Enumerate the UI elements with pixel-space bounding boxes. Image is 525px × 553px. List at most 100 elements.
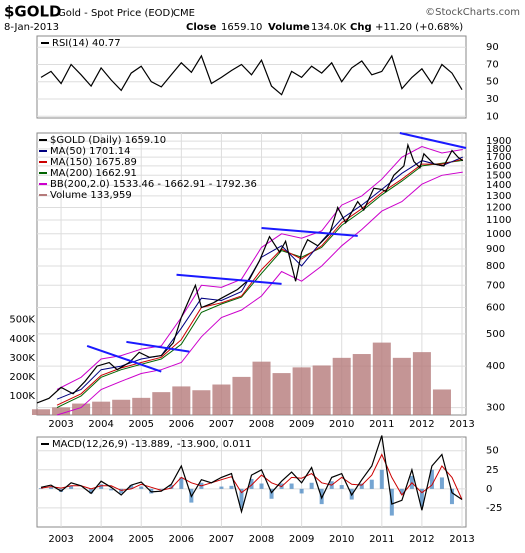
series-line: [56, 159, 463, 409]
volume-bar: [352, 354, 371, 415]
y-tick-label: 900: [486, 244, 505, 255]
change-value: +11.20 (+0.68%): [375, 22, 463, 33]
legend-label: BB(200,2.0) 1533.46 - 1662.91 - 1792.36: [50, 179, 257, 190]
histogram-bar: [399, 488, 404, 495]
y-tick-label: 25: [486, 465, 499, 476]
x-tick-label: 2007: [209, 534, 234, 545]
y-tick-label: 1900: [486, 136, 511, 147]
volume-bar: [152, 392, 171, 415]
histogram-bar: [39, 488, 44, 489]
trend-line: [399, 132, 467, 149]
y-tick-label: 50: [486, 446, 499, 457]
volume-bar: [392, 357, 411, 415]
histogram-bar: [439, 477, 444, 489]
x-tick-label: 2011: [369, 534, 394, 545]
x-tick-label: 2006: [169, 419, 194, 430]
x-tick-label: 2005: [129, 419, 154, 430]
histogram-bar: [429, 469, 434, 489]
x-tick-label: 2008: [249, 534, 274, 545]
series-line: [40, 54, 463, 96]
volume-bar: [72, 403, 91, 415]
x-tick-label: 2003: [48, 419, 73, 430]
histogram-bar: [139, 486, 144, 489]
volume-bar: [192, 390, 211, 415]
volume-bar: [212, 384, 231, 415]
series-line: [56, 158, 463, 406]
x-tick-label: 2009: [289, 419, 314, 430]
x-tick-label: 2008: [249, 419, 274, 430]
volume-bar: [112, 399, 131, 415]
histogram-bar: [269, 488, 274, 499]
y-tick-label: 30: [486, 94, 499, 105]
y-tick-label: 1800: [486, 144, 511, 155]
y-tick-label: 1600: [486, 161, 511, 172]
x-tick-label: 2013: [449, 419, 474, 430]
histogram-bar: [119, 488, 124, 494]
y-tick-label: 1100: [486, 215, 511, 226]
volume-bar: [272, 373, 291, 415]
x-tick-label: 2004: [88, 419, 113, 430]
legend-label: MACD(12,26,9) -13.889,: [52, 439, 173, 450]
x-tick-label: 2004: [88, 534, 113, 545]
credit: ©StockCharts.com: [425, 7, 520, 18]
legend-label: $GOLD (Daily) 1659.10: [50, 135, 166, 146]
histogram-bar: [359, 483, 364, 489]
volume-bar: [52, 407, 71, 415]
legend-label: MA(150) 1675.89: [50, 157, 137, 168]
histogram-bar: [379, 469, 384, 489]
legend-label: MA(50) 1701.14: [50, 146, 131, 157]
histogram-bar: [59, 488, 64, 492]
legend-label: MA(200) 1662.91: [50, 168, 137, 179]
y2-tick-label: 100K: [9, 391, 35, 402]
y-tick-label: 0: [486, 484, 492, 495]
y-tick-label: 1300: [486, 191, 511, 202]
volume-bar: [332, 357, 351, 415]
volume-label: Volume: [268, 22, 310, 33]
histogram-bar: [249, 478, 254, 489]
x-tick-label: 2011: [369, 419, 394, 430]
y-tick-label: 700: [486, 280, 505, 291]
volume-bar: [432, 389, 451, 415]
y-tick-label: 500: [486, 329, 505, 340]
y-tick-label: 1500: [486, 170, 511, 181]
trend-line: [176, 273, 282, 285]
x-tick-label: 2012: [409, 419, 434, 430]
y2-tick-label: 200K: [9, 372, 35, 383]
date: 8-Jan-2013: [4, 22, 59, 33]
histogram-bar: [449, 488, 454, 505]
y-tick-label: 50: [486, 77, 499, 88]
x-tick-label: 2013: [449, 534, 474, 545]
trend-line: [126, 340, 190, 353]
histogram-bar: [419, 488, 424, 507]
y-tick-label: 1400: [486, 180, 511, 191]
y-tick-label: -25: [486, 503, 502, 514]
trend-line: [261, 226, 358, 237]
exchange: CME: [173, 8, 195, 19]
histogram-bar: [49, 487, 54, 489]
volume-value: 134.0K: [311, 22, 347, 33]
histogram-bar: [339, 485, 344, 489]
histogram-bar: [69, 485, 74, 489]
volume-bar: [92, 401, 111, 415]
x-tick-label: 2010: [329, 534, 354, 545]
volume-bar: [31, 409, 51, 415]
legend-label: -13.900,: [177, 439, 219, 450]
trend-line: [86, 344, 162, 373]
y-tick-label: 70: [486, 59, 499, 70]
y-tick-label: 400: [486, 361, 505, 372]
volume-bar: [292, 367, 311, 415]
security-name: Gold - Spot Price (EOD): [58, 8, 174, 19]
y-tick-label: 600: [486, 303, 505, 314]
histogram-bar: [179, 477, 184, 489]
x-tick-label: 2006: [169, 534, 194, 545]
series-line: [36, 142, 464, 404]
volume-bar: [312, 365, 331, 415]
volume-bar: [372, 342, 391, 415]
y2-tick-label: 300K: [9, 353, 35, 364]
y2-tick-label: 500K: [9, 315, 35, 326]
histogram-bar: [289, 483, 294, 489]
histogram-bar: [259, 483, 264, 489]
y-tick-label: 300: [486, 403, 505, 414]
series-line: [40, 435, 463, 515]
x-tick-label: 2007: [209, 419, 234, 430]
